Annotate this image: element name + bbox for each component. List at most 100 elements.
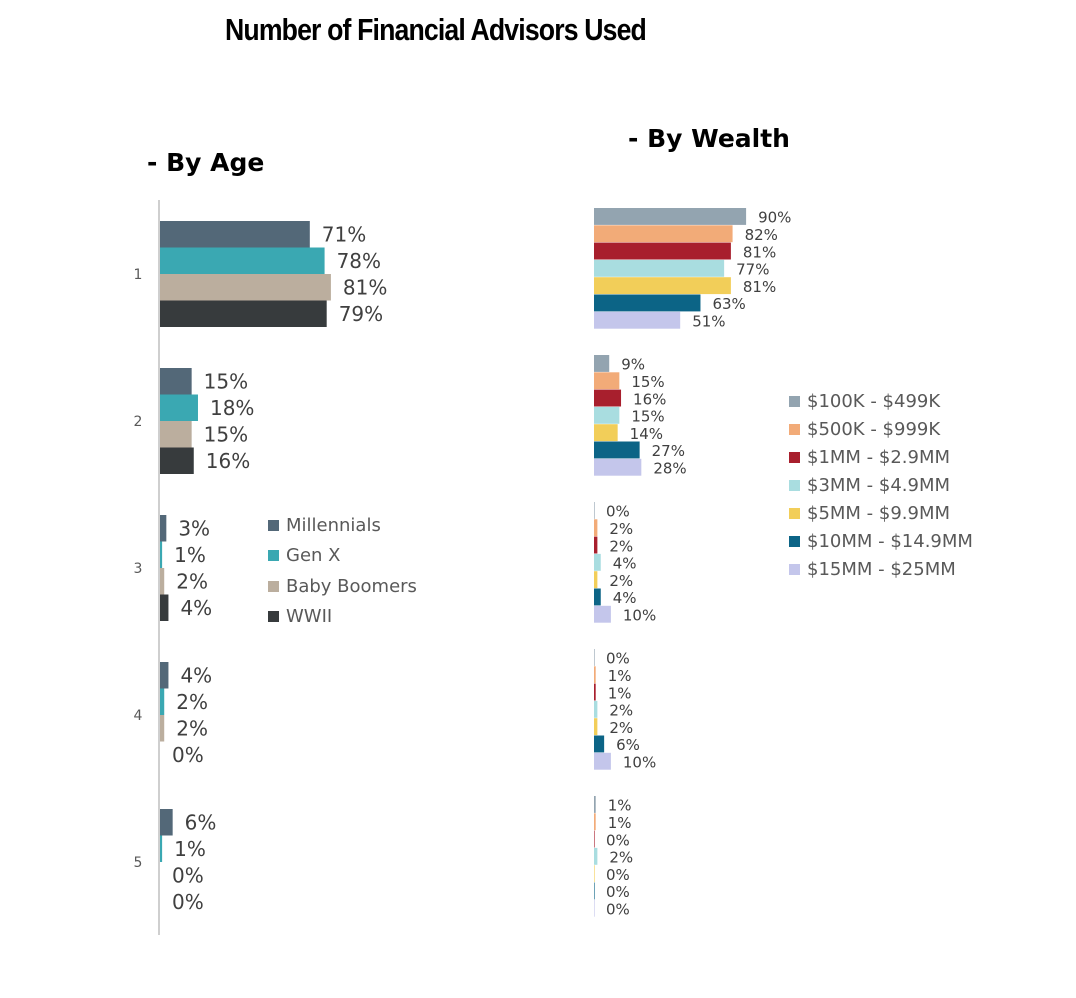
wealth-legend-swatch [789, 508, 800, 519]
wealth-data-label: 16% [633, 390, 666, 408]
wealth-bar [594, 208, 747, 225]
wealth-data-label: 2% [609, 520, 633, 538]
wealth-data-label: 10% [623, 606, 656, 624]
wealth-bar [594, 242, 731, 260]
wealth-bar [594, 865, 595, 883]
wealth-data-label: 2% [609, 537, 633, 555]
wealth-bar [594, 700, 598, 718]
age-bar [160, 221, 310, 248]
wealth-data-label: 82% [745, 226, 778, 244]
wealth-data-label: 77% [736, 261, 769, 279]
age-chart-subtitle: - By Age [147, 148, 265, 177]
age-bar [160, 421, 192, 448]
wealth-bar [594, 424, 618, 442]
main-title: Number of Financial Advisors Used [225, 12, 647, 47]
wealth-bar [594, 718, 598, 736]
wealth-data-label: 14% [630, 425, 663, 443]
wealth-data-label: 9% [621, 356, 645, 374]
wealth-legend-swatch [789, 535, 800, 547]
wealth-bar [594, 683, 596, 701]
wealth-bar [594, 519, 598, 537]
wealth-bar [594, 813, 596, 831]
wealth-data-label: 10% [623, 753, 656, 771]
wealth-legend-label: $1MM - $2.9MM [807, 447, 951, 469]
wealth-data-label: 51% [692, 312, 725, 330]
wealth-legend-label: $5MM - $9.9MM [807, 503, 951, 524]
age-legend-swatch [268, 550, 279, 562]
age-data-label: 4% [180, 596, 212, 620]
age-data-label: 4% [180, 663, 212, 687]
wealth-bar [594, 666, 596, 684]
age-legend-item: Millennials [268, 510, 417, 541]
age-data-label: 0% [172, 890, 204, 914]
age-bar [160, 662, 169, 689]
wealth-bar [594, 605, 611, 623]
wealth-data-label: 2% [609, 572, 633, 590]
wealth-legend-item: $5MM - $9.9MM [789, 500, 973, 528]
age-data-label: 2% [176, 690, 208, 714]
age-bar [160, 368, 192, 395]
wealth-legend-swatch [789, 396, 800, 408]
age-category-label: 3 [134, 561, 143, 577]
age-category-label: 4 [134, 708, 143, 724]
age-bar [160, 300, 327, 327]
age-legend-label: Baby Boomers [286, 575, 417, 597]
wealth-data-label: 63% [712, 295, 745, 313]
wealth-bar [594, 752, 611, 770]
wealth-legend-item: $500K - $999K [789, 416, 973, 444]
wealth-bar [594, 553, 601, 571]
wealth-data-label: 81% [743, 243, 776, 261]
age-bar [160, 809, 173, 836]
age-bar [160, 394, 198, 421]
age-legend-swatch [268, 519, 279, 531]
age-data-label: 2% [176, 716, 208, 740]
wealth-bar [594, 355, 610, 372]
wealth-data-label: 0% [606, 503, 630, 521]
age-data-label: 6% [185, 810, 217, 834]
wealth-data-label: 2% [609, 719, 633, 737]
wealth-chart: 90%82%81%77%81%63%51%9%15%16%15%14%27%28… [594, 208, 791, 918]
wealth-data-label: 2% [609, 702, 633, 720]
wealth-bar [594, 796, 596, 813]
wealth-legend-label: $10MM - $14.9MM [807, 530, 973, 552]
wealth-bar [594, 406, 620, 424]
age-data-label: 0% [172, 743, 204, 767]
wealth-data-label: 1% [608, 814, 632, 832]
wealth-data-label: 81% [743, 278, 776, 296]
wealth-data-label: 28% [653, 459, 686, 477]
age-bar [160, 715, 165, 742]
wealth-legend-label: $500K - $999K [807, 419, 941, 441]
age-bar [160, 541, 163, 568]
wealth-data-label: 1% [608, 667, 632, 685]
age-bar [160, 835, 163, 862]
wealth-data-label: 1% [608, 797, 632, 815]
wealth-legend-swatch [789, 424, 800, 436]
age-bar [160, 688, 165, 715]
wealth-bar [594, 571, 598, 589]
wealth-legend-item: $1MM - $2.9MM [789, 444, 973, 472]
age-data-label: 15% [204, 369, 248, 393]
age-bar [160, 515, 167, 542]
age-legend-item: Baby Boomers [268, 571, 417, 602]
age-bar [160, 247, 325, 274]
wealth-data-label: 6% [616, 736, 640, 754]
wealth-bar [594, 847, 598, 865]
age-legend-label: WWII [286, 606, 333, 628]
age-data-label: 79% [339, 302, 383, 326]
wealth-bar [594, 225, 733, 243]
wealth-bar [594, 882, 595, 900]
wealth-data-label: 15% [631, 408, 664, 426]
wealth-data-label: 0% [606, 883, 630, 901]
wealth-data-label: 90% [758, 209, 791, 227]
wealth-data-label: 2% [609, 849, 633, 867]
wealth-legend-label: $15MM - $25MM [807, 558, 956, 580]
wealth-data-label: 0% [606, 831, 630, 849]
wealth-data-label: 0% [606, 650, 630, 668]
wealth-data-label: 0% [606, 900, 630, 918]
wealth-legend-item: $3MM - $4.9MM [789, 472, 973, 500]
age-legend-swatch [268, 611, 279, 623]
age-bar [160, 447, 194, 474]
age-data-label: 16% [206, 449, 250, 473]
age-category-label: 5 [134, 855, 143, 871]
